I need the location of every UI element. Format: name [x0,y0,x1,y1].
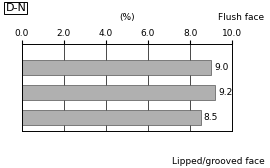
Text: 8.5: 8.5 [204,113,218,122]
Text: Lipped/grooved face: Lipped/grooved face [172,157,265,166]
Bar [22,60,211,75]
Bar [22,85,215,100]
Text: Flush face: Flush face [218,13,265,22]
Text: (%): (%) [119,13,135,22]
Bar [22,110,201,125]
Text: 9.0: 9.0 [214,63,229,72]
Text: D-N: D-N [5,3,26,13]
Text: 9.2: 9.2 [218,88,233,97]
